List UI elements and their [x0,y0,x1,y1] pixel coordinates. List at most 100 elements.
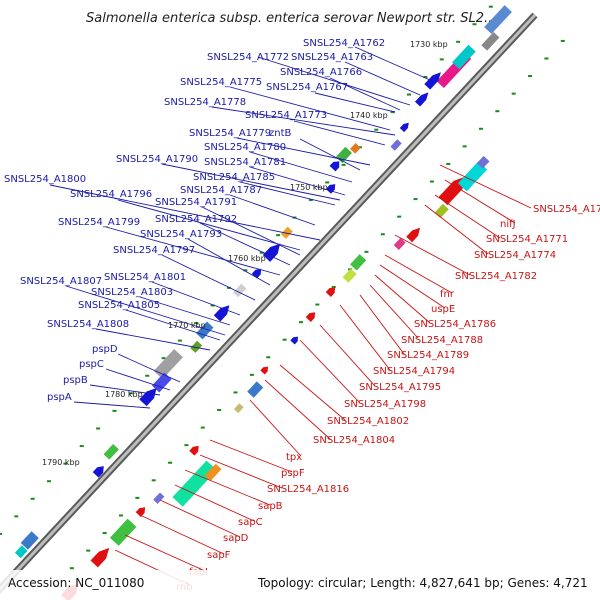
gene-arrow [90,547,110,568]
gene-label-fwd[interactable]: SNSL254_A1790 [116,154,198,165]
gene-label-rev[interactable]: SNSL254_A1795 [359,382,441,393]
gene-label-fwd[interactable]: SNSL254_A1779 [189,128,271,139]
gene-label-rev[interactable]: SNSL254_A1789 [387,350,469,361]
gene-block [233,403,244,414]
tick-mark [439,58,444,61]
tick-mark [364,250,369,253]
tick-mark [325,181,330,184]
leader-line [249,166,346,196]
leader-line [339,304,391,371]
tick-mark [79,445,84,448]
tick-mark [407,93,412,96]
gene-label-rev[interactable]: SNSL254_A1782 [455,271,537,282]
leader-line [249,151,353,183]
gene-label-rev[interactable]: sapF [207,550,231,561]
tick-mark [63,462,68,465]
tick-mark [276,234,281,237]
gene-label-fwd[interactable]: SNSL254_A1781 [204,157,286,168]
gene-label-rev[interactable]: SNSL254_A1786 [414,319,496,330]
gene-label-fwd[interactable]: pspC [79,359,104,370]
leader-line [279,364,346,421]
gene-label-fwd[interactable]: SNSL254_A1766 [280,67,362,78]
gene-block [452,44,476,70]
gene-label-fwd[interactable]: SNSL254_A1778 [164,97,246,108]
tick-mark [184,444,189,447]
gene-label-rev[interactable]: SNSL254_A1771 [486,234,568,245]
gene-label-fwd[interactable]: SNSL254_A1799 [58,217,140,228]
gene-label-fwd[interactable]: SNSL254_A1803 [91,287,173,298]
gene-block [153,349,183,380]
gene-label-fwd[interactable]: SNSL254_A1791 [155,197,237,208]
leader-line [369,284,419,339]
gene-label-fwd[interactable]: zntB [269,128,292,139]
gene-block [103,443,119,460]
gene-label-rev[interactable]: sapB [258,501,283,512]
footer-background [0,570,600,600]
gene-label-fwd[interactable]: SNSL254_A1807 [20,276,102,287]
gene-label-fwd[interactable]: SNSL254_A1772 [207,52,289,63]
gene-label-fwd[interactable]: SNSL254_A1805 [78,300,160,311]
gene-label-rev[interactable]: sapD [223,533,249,544]
gene-feature [151,372,172,393]
gene-feature [103,443,119,460]
tick-mark [544,57,549,60]
gene-label-rev[interactable]: tpx [286,452,302,463]
gene-label-fwd[interactable]: pspB [63,375,88,386]
gene-label-fwd[interactable]: SNSL254_A1785 [193,172,275,183]
gene-arrow [189,445,199,456]
gene-label-rev[interactable]: nifJ [500,219,516,230]
tick-mark [177,339,182,342]
tick-mark [488,5,493,8]
gene-label-rev[interactable]: uspE [431,304,455,315]
gene-label-fwd[interactable]: SNSL254_A1800 [4,174,86,185]
gene-feature [452,44,476,70]
gene-label-rev[interactable]: SNSL254_A1804 [313,435,395,446]
gene-label-fwd[interactable]: pspA [47,392,72,403]
tick-marks [0,5,565,587]
gene-label-rev[interactable]: SNSL254_A1774 [474,250,556,261]
scale-label-1730: 1730 kbp [410,40,448,49]
gene-label-fwd[interactable]: SNSL254_A1762 [303,38,385,49]
gene-block [153,492,165,504]
scale-label-1770: 1770 kbp [168,321,206,330]
gene-arrow [262,243,281,262]
gene-label-fwd[interactable]: SNSL254_A1792 [155,214,237,225]
scale-labels: 1730 kbp 1740 kbp 1750 kbp 1760 kbp 1770… [42,40,448,467]
accession-label: Accession: NC_011080 [8,576,144,590]
gene-label-fwd[interactable]: SNSL254_A1796 [70,189,152,200]
gene-label-fwd[interactable]: SNSL254_A1773 [245,110,327,121]
gene-label-fwd[interactable]: SNSL254_A1808 [47,319,129,330]
gene-label-fwd[interactable]: pspD [92,344,118,355]
gene-feature [172,460,217,507]
tick-mark [14,515,19,518]
gene-label-fwd[interactable]: SNSL254_A1801 [104,272,186,283]
gene-label-rev[interactable]: SNSL254_A1816 [267,484,349,495]
leader-line [444,179,516,224]
gene-label-rev[interactable]: SNSL254_A1788 [401,335,483,346]
gene-label-fwd[interactable]: SNSL254_A1767 [266,82,348,93]
tick-mark [429,180,434,183]
gene-label-fwd[interactable]: SNSL254_A1797 [113,245,195,256]
gene-feature [139,388,157,407]
gene-feature [350,254,367,271]
gene-block [434,203,449,219]
tick-mark [47,480,52,483]
gene-feature [90,547,110,568]
gene-label-rev[interactable]: sapC [238,517,263,528]
gene-feature [434,203,449,219]
gene-label-fwd[interactable]: SNSL254_A1763 [291,52,373,63]
gene-label-fwd[interactable]: SNSL254_A1787 [180,185,262,196]
gene-label-rev[interactable]: SNSL254_A1802 [327,416,409,427]
gene-label-rev[interactable]: SNSL254_A1798 [344,399,426,410]
gene-label-fwd[interactable]: SNSL254_A1793 [140,229,222,240]
gene-label-rev[interactable]: SNSL254_A1765 [533,204,600,215]
gene-block [109,518,137,546]
gene-label-fwd[interactable]: SNSL254_A1775 [180,77,262,88]
gene-label-rev[interactable]: fnr [440,289,455,300]
gene-label-fwd[interactable]: SNSL254_A1780 [204,142,286,153]
gene-feature [325,287,336,297]
gene-label-rev[interactable]: pspF [281,468,305,479]
leader-line [199,454,283,489]
tick-mark [161,357,166,360]
gene-label-rev[interactable]: SNSL254_A1794 [373,366,455,377]
